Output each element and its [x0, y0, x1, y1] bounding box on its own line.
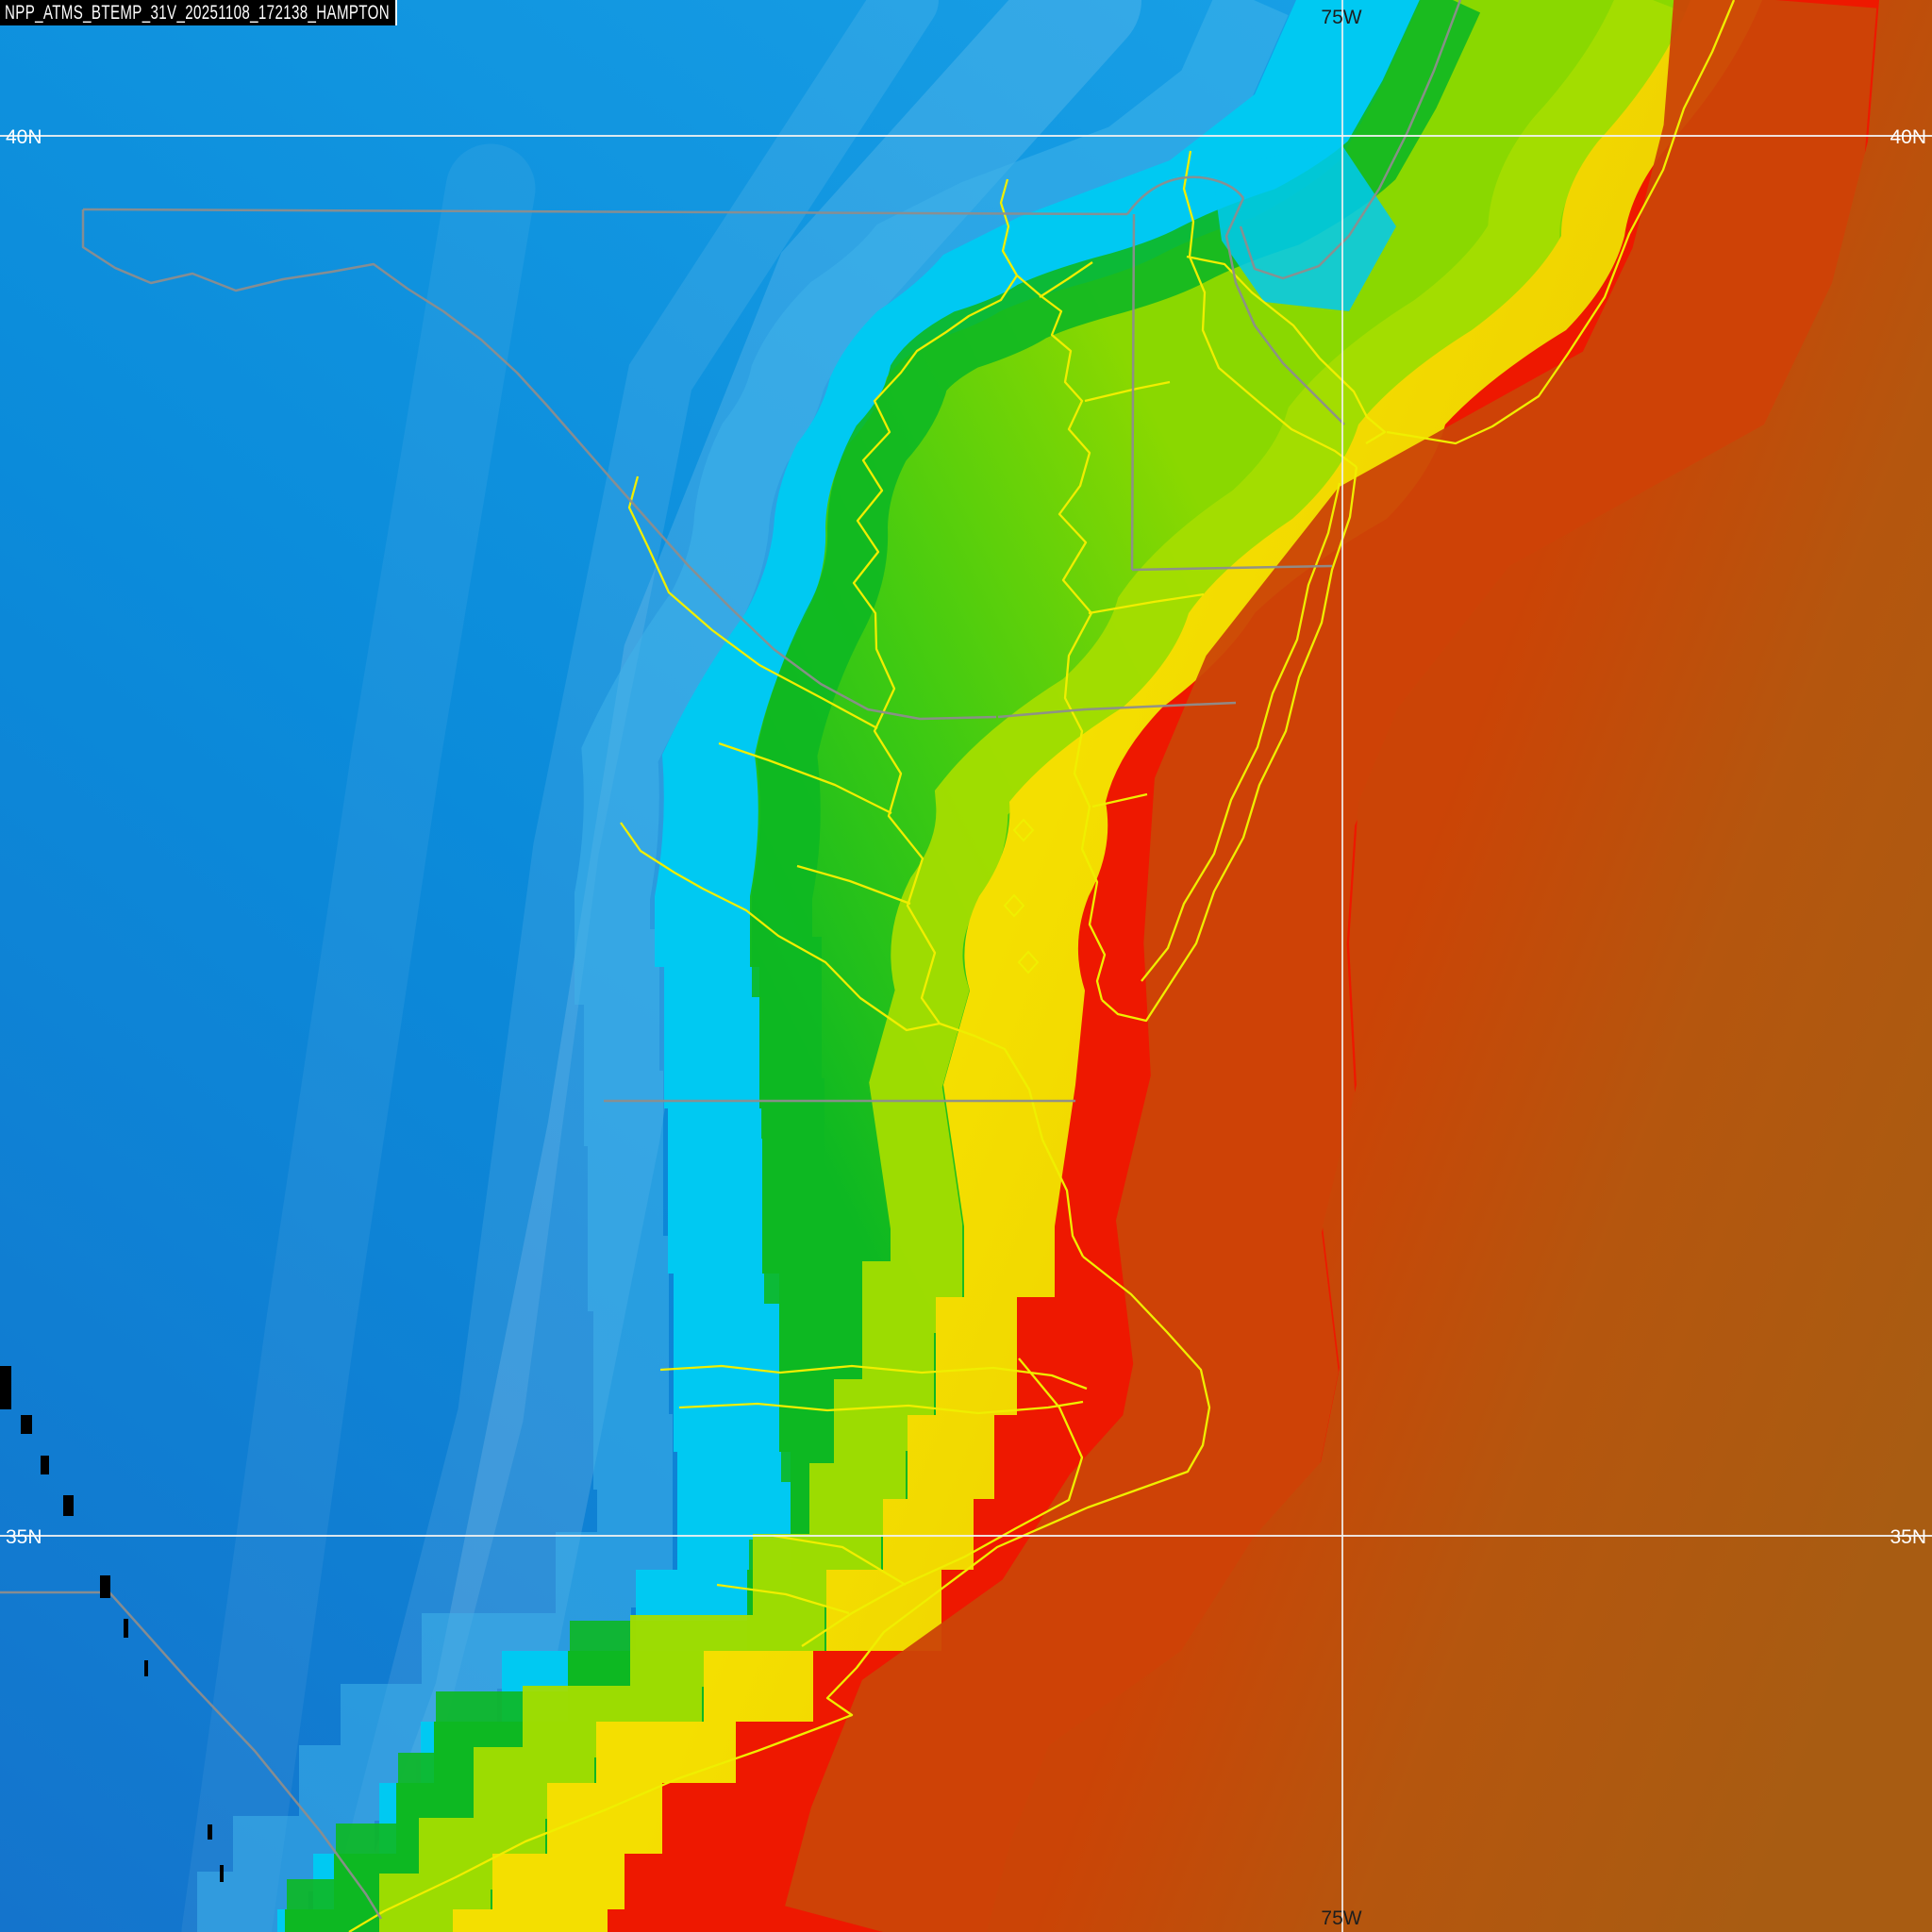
deep-green-rim	[287, 0, 1481, 1932]
red-brown-rim	[785, 0, 1877, 1932]
coastline	[1088, 592, 1205, 615]
pale-blue-rim	[197, 0, 1289, 1932]
coastline	[796, 864, 911, 906]
coastline	[678, 1400, 1084, 1415]
data-gap-tick	[63, 1495, 74, 1516]
label-40n-left: 40N	[6, 126, 42, 148]
coastline	[1039, 261, 1093, 298]
data-gap-tick	[21, 1415, 32, 1434]
pale-blue-streak	[181, 143, 536, 1932]
island-outline	[1012, 818, 1035, 842]
data-gap-marks	[0, 1366, 224, 1882]
coastline	[659, 1364, 1088, 1391]
label-75w-bottom: 75W	[1321, 1907, 1361, 1929]
product-title: NPP_ATMS_BTEMP_31V_20251108_172138_HAMPT…	[5, 2, 390, 24]
coastline	[716, 1583, 850, 1615]
coastline	[1182, 150, 1357, 468]
coastline	[627, 475, 878, 730]
title-bar-background	[0, 0, 395, 25]
coastline	[1101, 466, 1358, 1023]
coastline	[348, 1256, 1211, 1932]
coastline	[801, 1357, 1084, 1647]
state-border	[1130, 213, 1136, 571]
coastline	[773, 1534, 907, 1586]
state-border	[82, 208, 1128, 216]
data-gap-tick	[41, 1456, 49, 1474]
data-gap-tick	[124, 1619, 128, 1638]
label-35n-right: 35N	[1890, 1526, 1926, 1548]
data-gap-tick	[0, 1366, 11, 1409]
title-bar: NPP_ATMS_BTEMP_31V_20251108_172138_HAMPT…	[0, 0, 397, 25]
coastline	[1016, 275, 1107, 1001]
coastline	[999, 178, 1018, 276]
temperature-band-field	[197, 0, 1932, 1932]
data-gap-tick	[144, 1660, 148, 1676]
coastline	[718, 741, 892, 815]
state-border	[81, 209, 408, 292]
data-gap-tick	[100, 1575, 110, 1598]
island-outline	[1017, 950, 1040, 974]
coastline	[852, 275, 1018, 1024]
coastline	[1084, 380, 1171, 403]
label-35n-left: 35N	[6, 1526, 42, 1548]
state-border	[997, 701, 1237, 719]
label-40n-right: 40N	[1890, 126, 1926, 148]
label-75w-top: 75W	[1321, 7, 1361, 28]
island-outline	[1003, 893, 1025, 918]
state-border	[1131, 564, 1333, 572]
coastline	[939, 1022, 1085, 1257]
data-gap-tick	[208, 1824, 212, 1840]
coastline	[1091, 792, 1148, 808]
coastline	[620, 822, 941, 1032]
state-border	[1239, 0, 1462, 280]
coastline-overlay	[348, 0, 1736, 1932]
yellow-green-rim	[379, 0, 1687, 1932]
coastline	[1386, 0, 1736, 445]
data-gap-tick	[220, 1865, 224, 1882]
pale-blue-streak	[325, 0, 939, 1932]
delaware-arc-border	[1125, 175, 1245, 215]
coastline	[1141, 482, 1341, 982]
state-border	[1224, 197, 1345, 425]
warm-brown-field	[987, 0, 1932, 1932]
state-border	[407, 287, 997, 721]
